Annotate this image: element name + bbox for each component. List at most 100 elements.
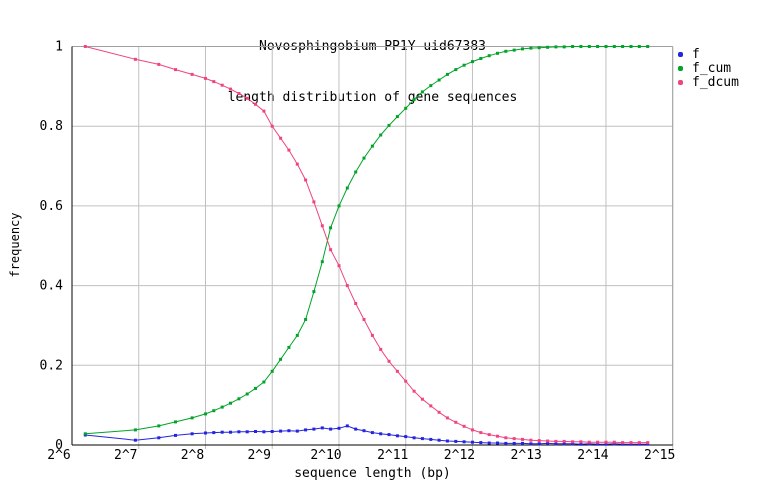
data-point-f	[329, 427, 333, 431]
data-point-f_cum	[237, 397, 241, 401]
data-point-f_dcum	[279, 136, 283, 140]
data-point-f	[245, 430, 249, 434]
x-tick-label: 2^8	[181, 448, 204, 463]
data-point-f_dcum	[471, 428, 474, 432]
data-point-f_dcum	[245, 96, 249, 100]
data-point-f_cum	[637, 45, 641, 48]
data-point-f	[395, 434, 399, 438]
data-point-f_cum	[462, 63, 466, 67]
data-point-f_dcum	[546, 439, 550, 443]
data-point-f_cum	[579, 45, 583, 48]
data-point-f	[604, 442, 608, 446]
data-point-f_dcum	[496, 434, 499, 438]
y-axis-label: frequency	[8, 212, 22, 278]
data-point-f_cum	[604, 45, 608, 48]
data-point-f_dcum	[454, 420, 458, 424]
data-point-f_cum	[387, 123, 391, 127]
data-point-f_cum	[190, 416, 194, 420]
data-point-f_cum	[320, 260, 324, 264]
x-tick-label: 2^12	[444, 448, 475, 463]
data-point-f_dcum	[204, 76, 207, 80]
data-point-f_cum	[504, 49, 508, 53]
data-point-f_cum	[437, 78, 441, 82]
legend-marker-f_cum	[678, 65, 683, 71]
data-point-f_cum	[562, 45, 566, 49]
data-point-f_dcum	[621, 441, 625, 445]
chart-legend: f f_cum f_dcum	[678, 47, 739, 90]
data-point-f_cum	[537, 46, 541, 50]
data-point-f_dcum	[229, 87, 232, 91]
data-point-f_cum	[133, 428, 137, 432]
data-point-f_cum	[587, 45, 591, 48]
data-point-f_dcum	[287, 148, 291, 152]
data-point-f	[621, 442, 625, 446]
data-point-f	[429, 437, 433, 441]
data-point-f_cum	[471, 60, 474, 64]
data-point-f_dcum	[174, 68, 177, 72]
data-point-f	[521, 441, 524, 445]
data-point-f_cum	[287, 345, 291, 349]
data-point-f_cum	[487, 54, 491, 58]
data-point-f_cum	[270, 369, 274, 373]
data-point-f_cum	[420, 90, 424, 94]
data-point-f_cum	[312, 290, 316, 294]
data-point-f_cum	[621, 45, 625, 48]
x-axis-label: sequence length (bp)	[294, 466, 451, 481]
data-point-f_cum	[254, 386, 257, 390]
data-point-f	[646, 442, 650, 446]
data-point-f_cum	[512, 48, 516, 52]
data-point-f_dcum	[370, 333, 374, 337]
data-point-f_cum	[445, 72, 449, 76]
data-point-f_cum	[174, 420, 177, 424]
data-point-f	[370, 431, 374, 435]
data-point-f_dcum	[420, 397, 424, 401]
data-point-f_dcum	[646, 441, 650, 445]
y-tick-label: 1	[55, 40, 63, 55]
legend-marker-f_dcum	[678, 79, 683, 85]
data-point-f_dcum	[354, 302, 358, 305]
x-tick-label: 2^14	[577, 448, 608, 463]
data-point-f_cum	[345, 186, 349, 190]
data-point-f_cum	[554, 45, 558, 49]
data-point-f_dcum	[604, 440, 608, 444]
data-point-f	[220, 430, 224, 434]
data-point-f_dcum	[637, 441, 641, 445]
data-point-f_dcum	[629, 441, 633, 445]
data-point-f_cum	[220, 405, 224, 409]
data-point-f_cum	[83, 432, 87, 436]
data-point-f_cum	[304, 318, 308, 321]
y-tick-labels: 0 0.2 0.4 0.6 0.8 1	[40, 40, 64, 454]
legend-item-f: f	[678, 47, 739, 62]
data-point-f	[629, 442, 633, 446]
y-tick-label: 0.2	[40, 358, 63, 373]
data-point-f_dcum	[270, 124, 274, 128]
data-point-f_dcum	[83, 45, 87, 48]
data-point-f_cum	[454, 68, 458, 72]
data-point-f_dcum	[262, 109, 266, 113]
data-point-f	[445, 439, 449, 443]
x-tick-label: 2^10	[310, 448, 341, 463]
data-point-f_dcum	[537, 439, 541, 443]
data-point-f	[320, 426, 324, 430]
data-point-f_dcum	[412, 389, 416, 393]
data-point-f_cum	[279, 357, 283, 361]
data-point-f_dcum	[190, 72, 194, 76]
x-tick-labels: 2^6 2^7 2^8 2^9 2^10 2^11 2^12 2^13 2^14 2^15	[47, 448, 675, 463]
data-point-f_dcum	[554, 439, 558, 443]
data-point-f_dcum	[395, 369, 399, 373]
data-point-f_dcum	[429, 404, 433, 408]
data-point-f_cum	[529, 46, 533, 50]
data-point-f	[512, 441, 516, 445]
data-point-f	[295, 429, 299, 433]
data-point-f	[229, 430, 232, 434]
data-point-f_dcum	[504, 436, 508, 440]
x-tick-label: 2^13	[511, 448, 542, 463]
x-tick-label: 2^6	[47, 448, 70, 463]
legend-item-f_cum: f_cum	[678, 61, 739, 76]
data-point-f	[537, 442, 541, 446]
data-point-f	[546, 441, 550, 445]
data-point-f_dcum	[295, 162, 299, 166]
data-point-f	[287, 429, 291, 433]
